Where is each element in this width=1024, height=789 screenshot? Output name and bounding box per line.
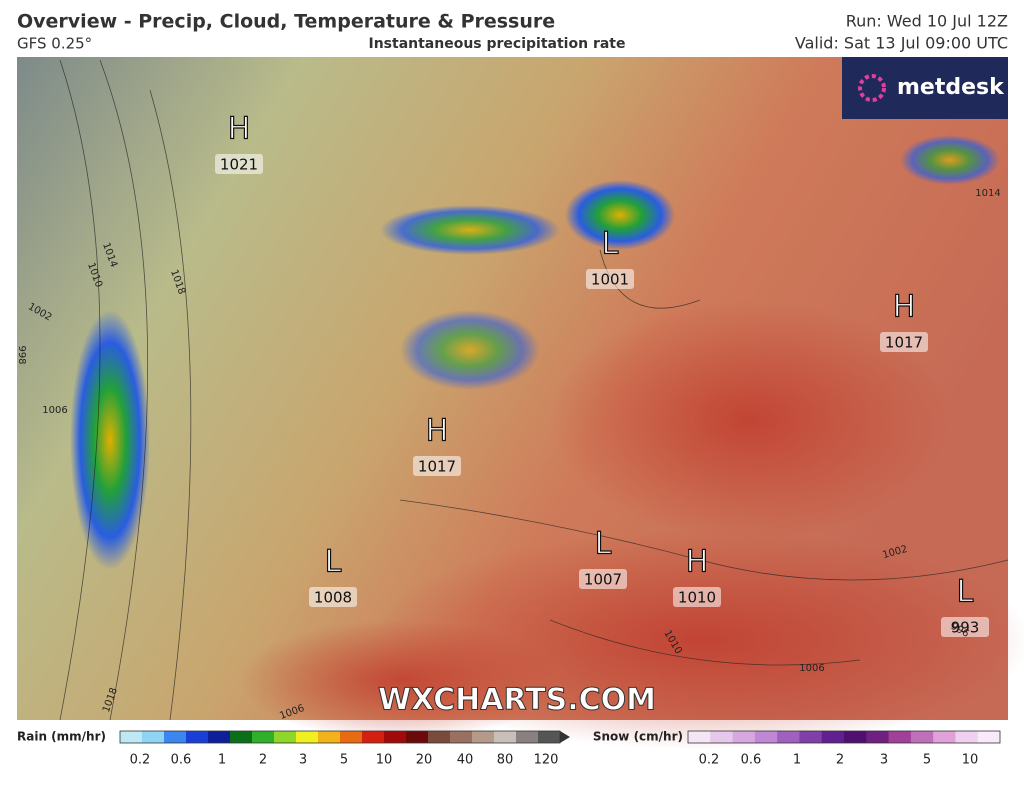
rain-color-bar [296,731,319,743]
subtitle: Instantaneous precipitation rate [369,36,626,52]
rain-color-bar [164,731,187,743]
rain-color-bar [450,731,473,743]
rain-tick-label: 0.6 [171,753,192,768]
snow-legend-title: Snow (cm/hr) [593,730,683,744]
title: Overview - Precip, Cloud, Temperature & … [17,11,555,33]
isobar-label: 1006 [42,405,67,416]
snow-tick-label: 1 [793,753,801,768]
snow-color-bar [821,731,845,743]
rain-color-bar [538,731,561,743]
snow-tick-label: 3 [880,753,888,768]
pressure-box [586,269,634,289]
pressure-value: 1007 [584,571,622,589]
run: Run: Wed 10 Jul 12Z [846,12,1008,31]
rain-color-bar [120,731,143,743]
pressure-box [579,569,627,589]
snow-tick-label: 0.6 [741,753,762,768]
snow-tick-label: 5 [923,753,931,768]
pressure-value: 1017 [885,334,923,352]
rain-tick-label: 40 [457,753,474,768]
rain-tick-label: 5 [340,753,348,768]
snow-color-bar [732,731,756,743]
pressure-letter: L [325,545,342,580]
pressure-value: 1017 [418,458,456,476]
pressure-value: 1001 [591,271,629,289]
pressure-box [215,154,263,174]
pressure-letter: H [228,112,251,147]
rain-color-bar [384,731,407,743]
isobar-label: 1014 [975,188,1000,199]
brand-box [842,57,1008,119]
pressure-box [309,587,357,607]
rain-color-bar [340,731,363,743]
rain-tick-label: 10 [376,753,393,768]
rain-bar-arrow [560,731,570,743]
snow-color-bar [710,731,734,743]
rain-color-bar [318,731,341,743]
valid: Valid: Sat 13 Jul 09:00 UTC [795,34,1008,53]
pressure-letter: L [602,227,619,262]
snow-color-bar [977,731,1001,743]
rain-tick-label: 3 [299,753,307,768]
snow-tick-label: 10 [962,753,979,768]
snow-color-bar [799,731,823,743]
rain-color-bar [406,731,429,743]
pressure-letter: H [686,545,709,580]
rain-tick-label: 120 [534,753,559,768]
rain-color-bar [230,731,253,743]
rain-tick-label: 1 [218,753,226,768]
isobar-label: 998 [16,345,27,364]
pressure-box [673,587,721,607]
snow-color-bar [777,731,800,743]
rain-tick-label: 0.2 [130,753,151,768]
rain-legend-title: Rain (mm/hr) [17,730,106,744]
model: GFS 0.25° [17,35,92,53]
brand: metdesk [897,75,1005,100]
rain-color-bar [428,731,451,743]
rain-color-bar [142,731,165,743]
pressure-value: 1010 [678,589,716,607]
rain-color-bar [186,731,209,743]
snow-tick-label: 2 [836,753,844,768]
pressure-value: 1008 [314,589,352,607]
pressure-letter: L [595,527,612,562]
rain-color-bar [252,731,275,743]
snow-color-bar [888,731,912,743]
pressure-letter: H [893,290,916,325]
rain-color-bar [516,731,539,743]
rain-color-bar [274,731,297,743]
pressure-value: 993 [951,619,980,637]
pressure-letter: H [426,414,449,449]
watermark: WXCHARTS.COM [378,683,656,718]
snow-color-bar [910,731,934,743]
snow-color-bar [933,731,956,743]
rain-tick-label: 2 [259,753,267,768]
pressure-letter: L [957,575,974,610]
snow-tick-label: 0.2 [699,753,720,768]
snow-color-bar [866,731,890,743]
snow-color-bar [754,731,778,743]
snow-color-bar [844,731,867,743]
snow-color-bar-frame [687,730,1001,744]
pressure-value: 1021 [220,156,258,174]
pressure-box [941,617,989,637]
isobar-label: 1006 [799,663,824,674]
rain-color-bar [208,731,231,743]
pressure-box [413,456,461,476]
rain-color-bar [362,731,385,743]
snow-color-bar [688,731,711,743]
rain-color-bar [472,731,495,743]
rain-tick-label: 20 [416,753,433,768]
pressure-box [880,332,928,352]
rain-color-bar [494,731,517,743]
rain-tick-label: 80 [497,753,514,768]
map [17,57,1024,750]
snow-color-bar [955,731,979,743]
